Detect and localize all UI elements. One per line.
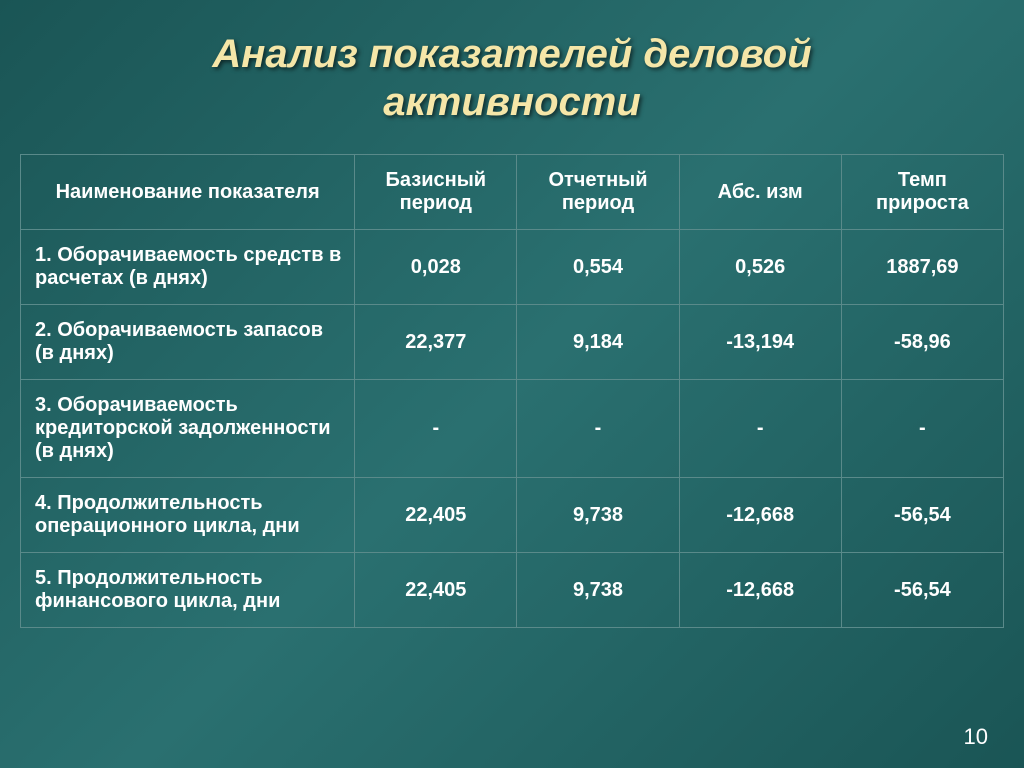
cell-base: 22,405	[355, 478, 517, 553]
col-header-base: Базисный период	[355, 155, 517, 230]
title-line-1: Анализ показателей деловой	[212, 32, 811, 76]
cell-growth: -56,54	[841, 478, 1003, 553]
col-header-growth: Темп прироста	[841, 155, 1003, 230]
cell-base: 0,028	[355, 230, 517, 305]
slide-container: Анализ показателей деловой активности На…	[0, 0, 1024, 768]
cell-abs: -	[679, 380, 841, 478]
table-header-row: Наименование показателя Базисный период …	[21, 155, 1004, 230]
cell-growth: 1887,69	[841, 230, 1003, 305]
page-number: 10	[964, 724, 988, 750]
cell-report: 0,554	[517, 230, 679, 305]
cell-abs: -12,668	[679, 478, 841, 553]
table-row: 2. Оборачиваемость запасов (в днях) 22,3…	[21, 305, 1004, 380]
cell-base: 22,405	[355, 553, 517, 628]
col-header-name: Наименование показателя	[21, 155, 355, 230]
cell-growth: -	[841, 380, 1003, 478]
cell-growth: -58,96	[841, 305, 1003, 380]
table-row: 1. Оборачиваемость средств в расчетах (в…	[21, 230, 1004, 305]
title-line-2: активности	[383, 80, 641, 124]
cell-report: -	[517, 380, 679, 478]
cell-base: -	[355, 380, 517, 478]
cell-growth: -56,54	[841, 553, 1003, 628]
row-label: 3. Оборачиваемость кредиторской задолжен…	[21, 380, 355, 478]
cell-report: 9,184	[517, 305, 679, 380]
col-header-report: Отчетный период	[517, 155, 679, 230]
cell-report: 9,738	[517, 553, 679, 628]
row-label: 2. Оборачиваемость запасов (в днях)	[21, 305, 355, 380]
table-row: 3. Оборачиваемость кредиторской задолжен…	[21, 380, 1004, 478]
cell-abs: 0,526	[679, 230, 841, 305]
cell-base: 22,377	[355, 305, 517, 380]
table-row: 5. Продолжительность финансового цикла, …	[21, 553, 1004, 628]
table-row: 4. Продолжительность операционного цикла…	[21, 478, 1004, 553]
cell-abs: -13,194	[679, 305, 841, 380]
indicators-table: Наименование показателя Базисный период …	[20, 154, 1004, 628]
cell-abs: -12,668	[679, 553, 841, 628]
cell-report: 9,738	[517, 478, 679, 553]
row-label: 5. Продолжительность финансового цикла, …	[21, 553, 355, 628]
col-header-abs: Абс. изм	[679, 155, 841, 230]
row-label: 1. Оборачиваемость средств в расчетах (в…	[21, 230, 355, 305]
slide-title: Анализ показателей деловой активности	[20, 30, 1004, 126]
row-label: 4. Продолжительность операционного цикла…	[21, 478, 355, 553]
